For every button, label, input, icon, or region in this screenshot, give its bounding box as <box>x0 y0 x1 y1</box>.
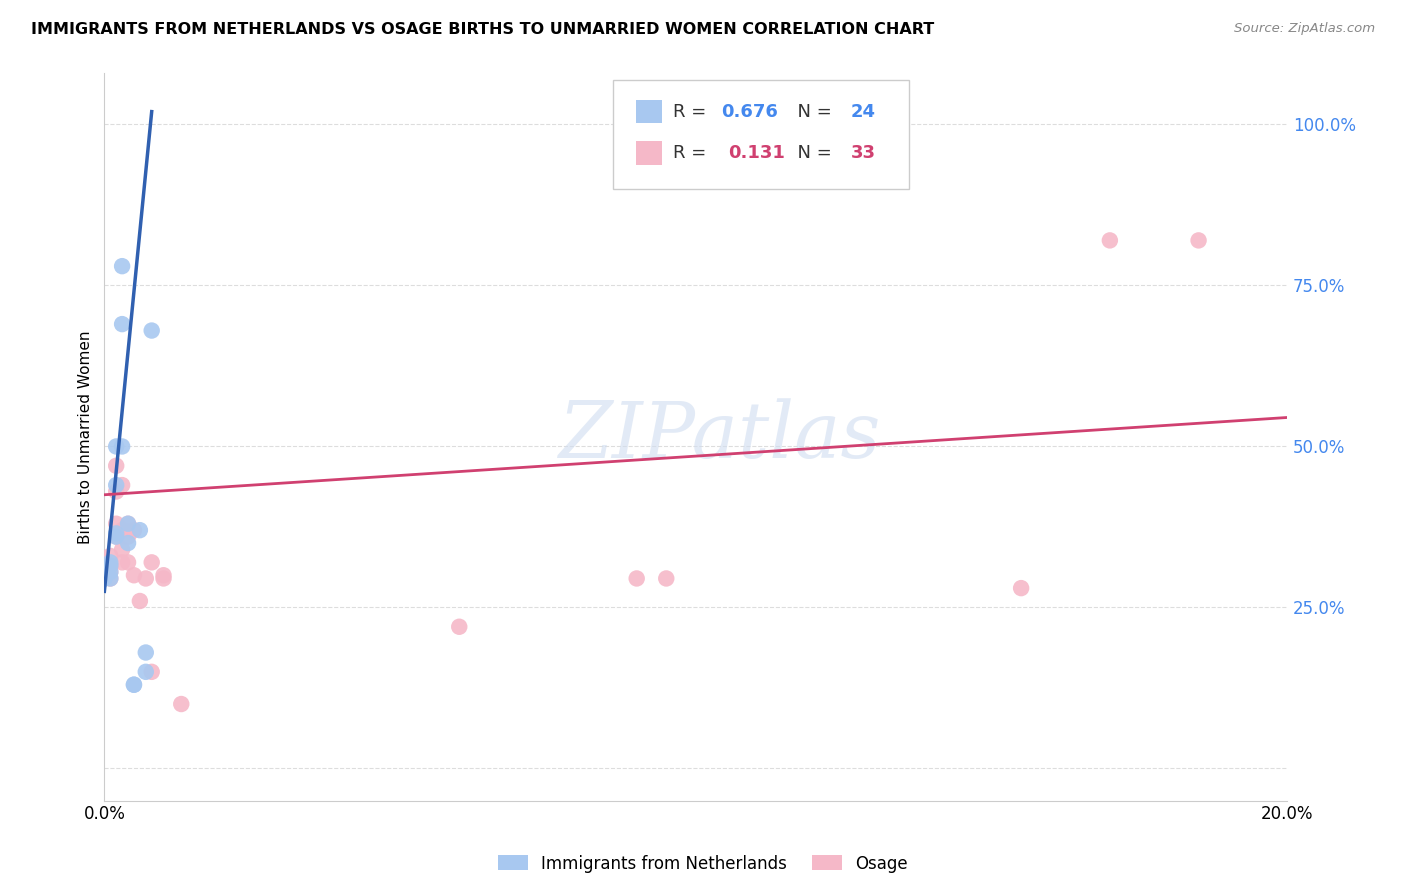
Point <box>122 678 145 692</box>
FancyBboxPatch shape <box>613 80 908 189</box>
Point <box>170 697 193 711</box>
Text: IMMIGRANTS FROM NETHERLANDS VS OSAGE BIRTHS TO UNMARRIED WOMEN CORRELATION CHART: IMMIGRANTS FROM NETHERLANDS VS OSAGE BIR… <box>31 22 934 37</box>
Point <box>117 530 139 544</box>
Point <box>98 558 121 573</box>
Text: 0.676: 0.676 <box>721 103 778 120</box>
Point <box>128 594 150 608</box>
Point <box>117 516 139 531</box>
Point <box>111 478 134 492</box>
Text: N =: N = <box>786 103 837 120</box>
Point <box>98 558 121 573</box>
Point <box>626 572 648 586</box>
Point <box>111 523 134 537</box>
Point <box>135 572 157 586</box>
Point <box>111 317 134 331</box>
Text: 0.131: 0.131 <box>728 144 785 162</box>
Point <box>449 620 471 634</box>
Point <box>1010 581 1032 595</box>
Point <box>122 678 145 692</box>
Point <box>105 484 128 499</box>
Point <box>135 646 157 660</box>
Bar <box>636 141 662 165</box>
Point <box>105 440 128 454</box>
Point <box>105 478 128 492</box>
Legend: Immigrants from Netherlands, Osage: Immigrants from Netherlands, Osage <box>491 848 915 880</box>
Point <box>98 565 121 579</box>
Point <box>93 568 115 582</box>
Point <box>98 549 121 563</box>
Point <box>105 530 128 544</box>
Y-axis label: Births to Unmarried Women: Births to Unmarried Women <box>79 330 93 543</box>
Point <box>93 572 115 586</box>
Point <box>1098 234 1121 248</box>
Point <box>111 555 134 569</box>
Point <box>93 568 115 582</box>
Point <box>98 572 121 586</box>
Point <box>93 558 115 573</box>
Text: R =: R = <box>673 144 718 162</box>
Point <box>141 665 163 679</box>
Bar <box>636 100 662 123</box>
Point <box>93 572 115 586</box>
Point <box>93 572 115 586</box>
Point <box>122 523 145 537</box>
Point <box>93 568 115 582</box>
Point <box>117 536 139 550</box>
Point <box>111 259 134 273</box>
Point <box>135 665 157 679</box>
Point <box>105 458 128 473</box>
Point <box>105 526 128 541</box>
Point <box>117 516 139 531</box>
Point <box>152 572 174 586</box>
Point <box>655 572 678 586</box>
Point <box>141 555 163 569</box>
Point <box>98 555 121 569</box>
Point <box>105 516 128 531</box>
Point <box>141 324 163 338</box>
Point <box>152 568 174 582</box>
Text: N =: N = <box>786 144 837 162</box>
Point <box>128 523 150 537</box>
Text: ZIPatlas: ZIPatlas <box>558 399 880 475</box>
Point <box>98 565 121 579</box>
Text: 33: 33 <box>851 144 876 162</box>
Point <box>111 542 134 557</box>
Point <box>122 568 145 582</box>
Point <box>1187 234 1209 248</box>
Text: 24: 24 <box>851 103 876 120</box>
Point <box>105 530 128 544</box>
Point <box>93 555 115 569</box>
Point <box>117 555 139 569</box>
Point <box>98 572 121 586</box>
Point <box>111 440 134 454</box>
Text: Source: ZipAtlas.com: Source: ZipAtlas.com <box>1234 22 1375 36</box>
Text: R =: R = <box>673 103 713 120</box>
